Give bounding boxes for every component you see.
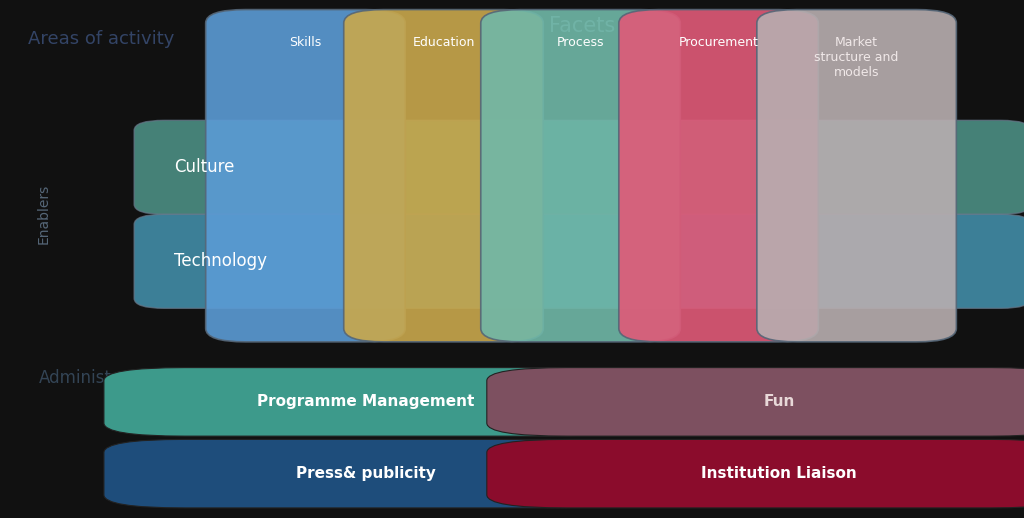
FancyBboxPatch shape [618,9,818,342]
FancyBboxPatch shape [486,439,1024,508]
Text: Programme Management: Programme Management [257,394,474,409]
FancyBboxPatch shape [206,9,406,342]
Text: Institution Liaison: Institution Liaison [701,466,857,481]
Text: Market
structure and
models: Market structure and models [814,36,899,79]
Text: Procurement: Procurement [679,36,759,49]
Text: Skills: Skills [290,36,322,49]
Text: Education: Education [413,36,475,49]
FancyBboxPatch shape [757,9,956,342]
Text: Enablers: Enablers [37,184,50,244]
FancyBboxPatch shape [480,9,680,342]
Text: Facets: Facets [550,16,615,36]
FancyBboxPatch shape [486,368,1024,436]
FancyBboxPatch shape [344,9,544,342]
Text: Press& publicity: Press& publicity [296,466,436,481]
Text: Culture: Culture [174,159,234,176]
FancyBboxPatch shape [134,214,1024,308]
FancyBboxPatch shape [134,120,1024,214]
Text: Administration: Administration [39,369,160,387]
Text: Process: Process [557,36,604,49]
FancyBboxPatch shape [103,368,628,436]
FancyBboxPatch shape [103,439,628,508]
Text: Fun: Fun [763,394,795,409]
Text: Areas of activity: Areas of activity [29,30,175,48]
Text: Technology: Technology [174,252,267,270]
